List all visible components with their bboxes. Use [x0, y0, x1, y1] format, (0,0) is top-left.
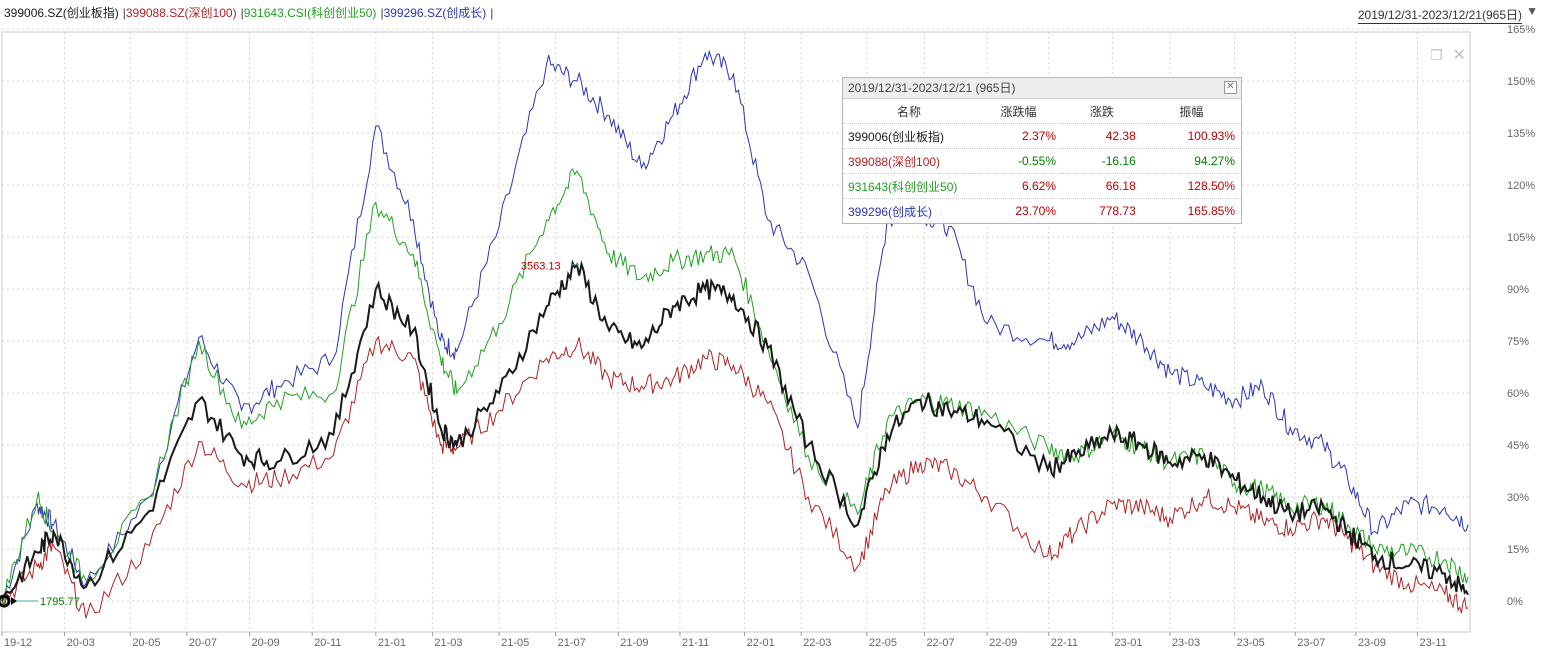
legend-item-399296[interactable]: 399296.SZ(创成长) [383, 6, 487, 20]
series-line-2 [1, 168, 1469, 605]
popup-header: 2019/12/31-2023/12/21 (965日) ✕ [843, 78, 1241, 99]
close-box-icon[interactable]: ✕ [1224, 81, 1237, 94]
y-tick-label: 30% [1507, 492, 1529, 504]
x-tick-label: 21-11 [682, 637, 709, 649]
start-arrow-icon [11, 597, 17, 605]
x-tick-label: 21-07 [558, 637, 586, 649]
start-point-marker [0, 594, 11, 608]
y-tick-label: 150% [1507, 76, 1535, 88]
x-tick-label: 19-12 [4, 637, 32, 649]
close-chart-icon[interactable]: ✕ [1452, 47, 1466, 64]
data-annotation-label: 3563.13 [521, 261, 561, 273]
row-name: 399006(创业板指) [843, 123, 975, 149]
row-amp: 128.50% [1141, 173, 1241, 199]
y-tick-label: 120% [1507, 180, 1535, 192]
stats-table-header: 名称 涨跌幅 涨跌 振幅 [843, 99, 1241, 124]
range-stats-popup: 2019/12/31-2023/12/21 (965日) ✕ 名称 涨跌幅 涨跌… [842, 77, 1242, 224]
x-tick-label: 23-05 [1237, 637, 1265, 649]
row-pct: 2.37% [975, 123, 1063, 149]
y-tick-label: 45% [1507, 440, 1529, 452]
row-chg: 66.18 [1062, 173, 1142, 199]
date-range-selector[interactable]: 2019/12/31-2023/12/21(965日) [1357, 8, 1522, 24]
x-tick-label: 22-03 [803, 637, 831, 649]
row-amp: 94.27% [1141, 148, 1241, 174]
x-tick-label: 21-09 [620, 637, 648, 649]
y-tick-label: 105% [1507, 232, 1535, 244]
col-header-chg: 涨跌 [1089, 104, 1114, 119]
x-tick-label: 20-11 [314, 637, 341, 649]
restore-window-icon[interactable]: ❐ [1430, 47, 1443, 63]
chart-window-controls: ❐ ✕ [1430, 45, 1466, 65]
y-tick-label: 75% [1507, 336, 1529, 348]
legend-separator: | [490, 6, 494, 20]
row-pct: -0.55% [975, 148, 1063, 174]
table-row[interactable]: 399006(创业板指) 2.37% 42.38 100.93% [843, 123, 1241, 149]
y-tick-label: 60% [1507, 388, 1529, 400]
series-legend-bar: 399006.SZ(创业板指) |399088.SZ(深创100) |931643.… [4, 4, 493, 21]
x-tick-label: 21-03 [434, 637, 462, 649]
row-chg: 42.38 [1062, 123, 1142, 149]
y-tick-label: 165% [1507, 24, 1535, 36]
x-tick-label: 23-03 [1172, 637, 1200, 649]
y-tick-label: 135% [1507, 128, 1535, 140]
x-tick-label: 21-01 [378, 637, 406, 649]
row-amp: 100.93% [1141, 123, 1241, 149]
x-tick-label: 22-05 [869, 637, 897, 649]
triangle-down-icon[interactable]: ▼ [1526, 4, 1538, 18]
x-tick-label: 22-09 [989, 637, 1017, 649]
row-pct: 23.70% [975, 198, 1063, 223]
table-row[interactable]: 399088(深创100) -0.55% -16.16 94.27% [843, 148, 1241, 174]
x-tick-label: 22-01 [747, 637, 775, 649]
y-tick-label: 0% [1507, 596, 1523, 608]
col-header-name: 名称 [896, 104, 921, 119]
table-row[interactable]: 931643(科创创业50) 6.62% 66.18 128.50% [843, 173, 1241, 199]
x-tick-label: 21-05 [501, 637, 529, 649]
series-line-3 [1, 49, 1469, 602]
x-tick-label: 20-05 [132, 637, 160, 649]
row-chg: -16.16 [1062, 148, 1142, 174]
row-pct: 6.62% [975, 173, 1063, 199]
legend-separator: | [122, 6, 126, 20]
col-header-amp: 振幅 [1179, 104, 1204, 119]
row-chg: 778.73 [1062, 198, 1142, 223]
row-name: 399296(创成长) [843, 198, 975, 223]
legend-separator: | [380, 6, 384, 20]
legend-separator: | [240, 6, 244, 20]
x-tick-label: 23-11 [1419, 637, 1446, 649]
x-tick-label: 22-07 [926, 637, 954, 649]
data-annotation-label: 1795.77 [40, 596, 80, 608]
row-name: 399088(深创100) [843, 148, 975, 174]
col-header-pct: 涨跌幅 [1000, 104, 1037, 119]
y-tick-label: 90% [1507, 284, 1529, 296]
x-tick-label: 20-07 [189, 637, 217, 649]
x-tick-label: 22-11 [1051, 637, 1078, 649]
series-line-1 [1, 335, 1469, 619]
x-tick-label: 20-03 [67, 637, 95, 649]
stats-table: 名称 涨跌幅 涨跌 振幅 399006(创业板指) 2.37% 42.38 10… [843, 99, 1241, 223]
series-line-0 [1, 259, 1469, 602]
plot-area-frame [1, 31, 1471, 633]
y-tick-label: 15% [1507, 544, 1529, 556]
popup-title: 2019/12/31-2023/12/21 (965日) [848, 81, 1016, 95]
row-name: 931643(科创创业50) [843, 173, 975, 199]
x-tick-label: 23-09 [1358, 637, 1386, 649]
x-tick-label: 23-01 [1114, 637, 1142, 649]
table-row[interactable]: 399296(创成长) 23.70% 778.73 165.85% [843, 198, 1241, 223]
legend-item-399006[interactable]: 399006.SZ(创业板指) [4, 6, 119, 20]
x-tick-label: 23-07 [1297, 637, 1325, 649]
row-amp: 165.85% [1141, 198, 1241, 223]
x-tick-label: 20-09 [252, 637, 280, 649]
legend-item-931643[interactable]: 931643.CSI(科创创业50) [243, 6, 377, 20]
legend-item-399088[interactable]: 399088.SZ(深创100) [125, 6, 237, 20]
